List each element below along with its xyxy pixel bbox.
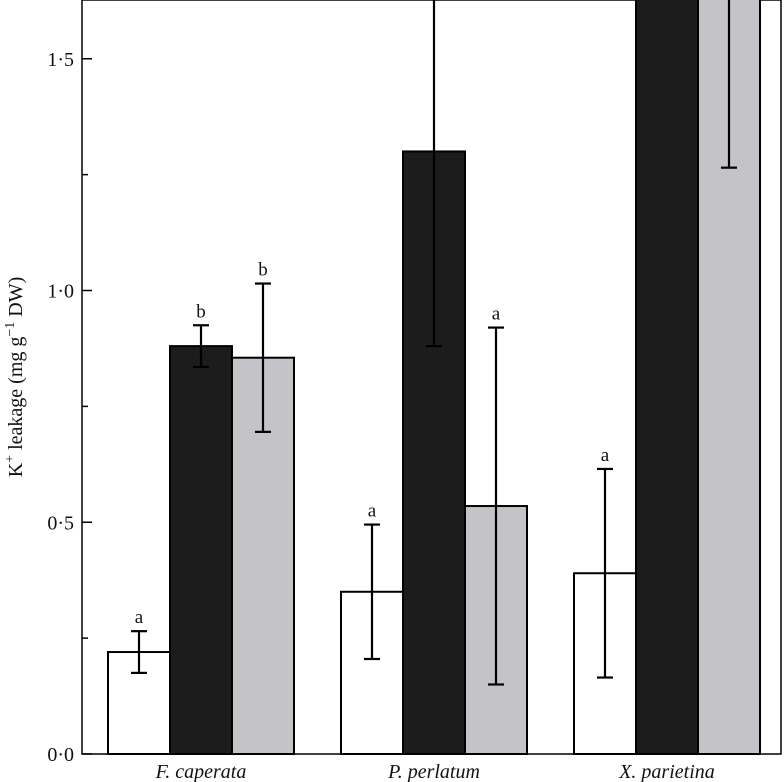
y-axis-label-exp: −1 xyxy=(3,322,18,337)
y-axis-ticks: 0·00·51·01·52·02·53·0 xyxy=(47,49,92,766)
y-axis-label: K+ leakage (mg g−1 DW) xyxy=(3,277,27,478)
y-tick-label: 1·0 xyxy=(47,281,74,303)
x-axis-labels: F. caperata P. perlatum X. parietina xyxy=(155,761,715,782)
y-axis-label-sup: + xyxy=(3,455,18,463)
x-category-label: F. caperata xyxy=(155,761,247,782)
significance-label: a xyxy=(368,501,377,522)
significance-label: a xyxy=(492,304,501,325)
y-axis-label-tail: DW) xyxy=(5,277,27,322)
y-axis-label-main: K xyxy=(5,462,27,477)
significance-label: a xyxy=(601,445,610,466)
bar xyxy=(169,345,233,755)
significance-label: b xyxy=(196,301,206,322)
x-category-label: X. parietina xyxy=(618,761,715,782)
significance-label: b xyxy=(258,260,268,281)
y-tick-label: 1·5 xyxy=(47,49,74,71)
significance-label: a xyxy=(135,607,144,628)
y-axis-label-rest: leakage (mg g xyxy=(5,337,27,455)
y-tick-label: 0·0 xyxy=(47,744,74,766)
bar xyxy=(635,0,699,755)
bar xyxy=(402,150,466,755)
x-category-label: P. perlatum xyxy=(387,761,480,782)
bar xyxy=(697,0,761,756)
bars-layer: abbabaabc xyxy=(107,0,761,756)
y-tick-label: 0·5 xyxy=(47,512,74,534)
